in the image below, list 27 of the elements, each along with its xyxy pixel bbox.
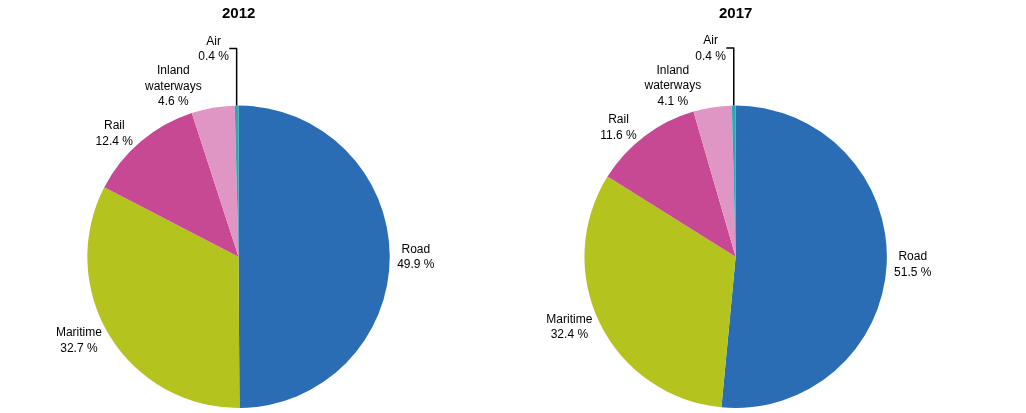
data-label: 0.4 % — [695, 48, 727, 63]
slice-label: Air — [206, 33, 221, 48]
pie-slice — [191, 105, 239, 257]
slice-label: Road — [898, 249, 928, 264]
data-label: 0.4 % — [198, 49, 230, 64]
data-label: 11.6 % — [600, 127, 638, 142]
chart-title: 2017 — [719, 4, 753, 21]
data-label: 32.4 % — [550, 327, 589, 342]
data-label: 4.6 % — [158, 94, 190, 109]
slice-label: Rail — [103, 118, 125, 133]
pie-slice — [238, 105, 390, 408]
slice-label: Maritime — [546, 311, 593, 326]
data-label: 49.9 % — [397, 257, 435, 272]
data-label: 51.5 % — [894, 264, 932, 279]
slice-label: Inland waterways — [144, 63, 202, 93]
slice-label: Maritime — [55, 325, 103, 340]
data-label: 12.4 % — [95, 133, 134, 148]
slice-label: Inland waterways — [643, 62, 702, 93]
pie-slice — [234, 105, 239, 257]
pie-slice — [721, 105, 887, 408]
slice-label: Air — [703, 33, 719, 48]
slice-label: Rail — [608, 111, 629, 126]
pie-slice — [693, 105, 736, 257]
slice-label: Road — [401, 241, 431, 256]
data-label: 32.7 % — [60, 340, 98, 355]
data-label: 4.1 % — [657, 93, 689, 108]
chart-title: 2012 — [222, 4, 256, 21]
